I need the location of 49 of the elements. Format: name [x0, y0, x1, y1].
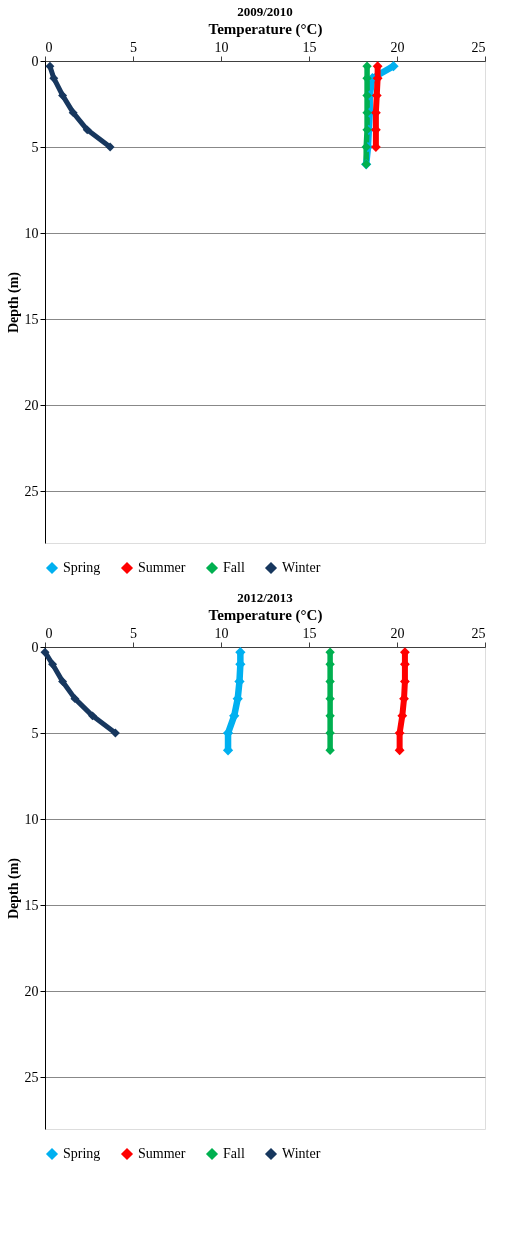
point: [45, 61, 55, 71]
legend-label: Summer: [138, 560, 186, 575]
legend-label: Winter: [282, 1146, 321, 1161]
y-tick-label: 5: [31, 139, 39, 155]
x-tick-label: 20: [390, 39, 405, 55]
point: [88, 711, 97, 721]
y-tick-label: 0: [31, 53, 39, 69]
y-tick-label: 15: [24, 897, 39, 913]
y-axis-title: Depth (m): [5, 271, 22, 334]
x-axis-title: Temperature (°C): [208, 20, 323, 38]
legend-label: Spring: [63, 1146, 101, 1161]
legend-label: Fall: [223, 1146, 245, 1161]
x-tick-label: 10: [214, 39, 229, 55]
x-tick-label: 0: [45, 39, 53, 55]
legend-label: Fall: [223, 560, 245, 575]
point: [48, 659, 58, 669]
y-tick-label: 15: [24, 311, 39, 327]
point: [58, 676, 68, 686]
y-tick-label: 10: [24, 225, 39, 241]
chart-title: 2009/2010: [237, 4, 293, 19]
y-tick-label: 20: [24, 983, 39, 999]
x-tick-label: 10: [214, 625, 229, 641]
x-tick-label: 25: [471, 39, 486, 55]
chart-title: 2012/2013: [237, 590, 294, 605]
y-tick-label: 25: [24, 1069, 39, 1085]
point: [110, 728, 120, 738]
legend-label: Spring: [63, 560, 101, 575]
x-tick-label: 15: [302, 39, 317, 55]
legend-label: Summer: [138, 1146, 186, 1161]
x-tick-label: 20: [390, 625, 405, 641]
point: [70, 694, 80, 704]
y-axis-title: Depth (m): [5, 857, 22, 920]
legend-label: Winter: [282, 560, 321, 575]
y-tick-label: 10: [24, 811, 39, 827]
x-tick-label: 5: [130, 625, 137, 641]
y-tick-label: 0: [31, 639, 39, 655]
x-axis-title: Temperature (°C): [208, 606, 323, 624]
y-tick-label: 20: [24, 397, 39, 413]
point: [68, 108, 78, 118]
point: [105, 142, 115, 152]
x-tick-label: 0: [45, 625, 53, 641]
x-tick-label: 25: [471, 625, 486, 641]
x-tick-label: 5: [130, 39, 137, 55]
y-tick-label: 25: [24, 483, 39, 499]
x-tick-label: 15: [302, 625, 317, 641]
point: [58, 90, 68, 100]
y-tick-label: 5: [31, 725, 39, 741]
point: [388, 61, 399, 72]
point: [82, 125, 92, 135]
